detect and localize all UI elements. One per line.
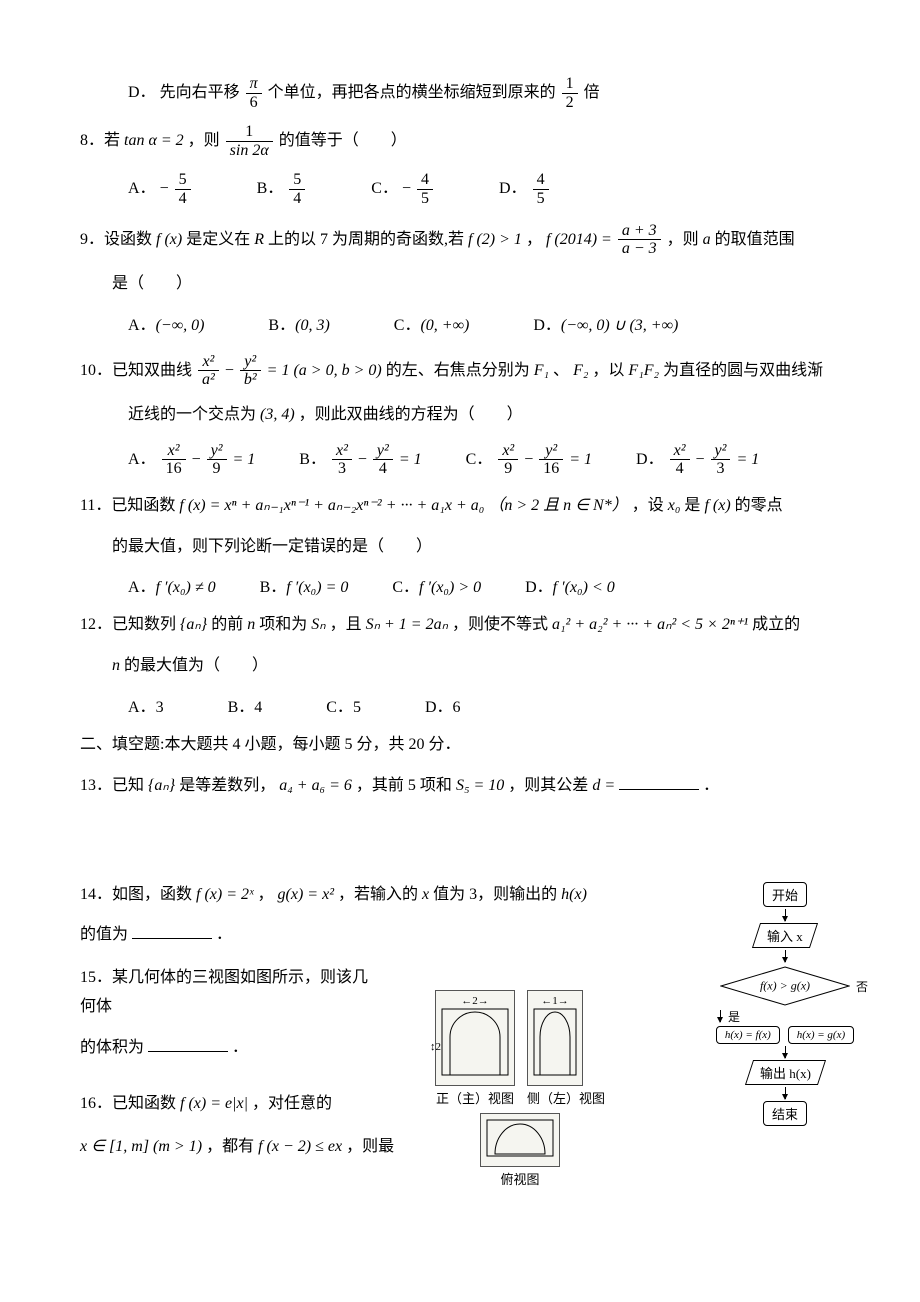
text: 先向右平移 xyxy=(160,84,240,101)
q11-opt-a: A．f ′(x₀) ≠ 0 xyxy=(128,573,216,597)
q11-options: A．f ′(x₀) ≠ 0 B．f ′(x₀) = 0 C．f ′(x₀) > … xyxy=(128,573,840,597)
q11-opt-b: B．f ′(x₀) = 0 xyxy=(260,573,349,597)
q8-options: A． − 54 B． 54 C． − 45 D． 45 xyxy=(128,171,840,207)
fc-yes-label: 是 xyxy=(728,1008,740,1025)
semicircle-icon xyxy=(485,1118,555,1158)
fraction: a + 3 a − 3 xyxy=(618,222,661,258)
fc-end: 结束 xyxy=(763,1101,807,1126)
q14-stem: 14．如图，函数 f (x) = 2ˣ ， g(x) = x² ，若输入的 x … xyxy=(80,881,700,910)
q13-stem: 13．已知 {aₙ} 是等差数列， a₄ + a₆ = 6 ，其前 5 项和 S… xyxy=(80,772,840,801)
text: 倍 xyxy=(584,84,600,101)
q7-option-d: D． 先向右平移 π 6 个单位，再把各点的横坐标缩短到原来的 1 2 倍 xyxy=(128,75,840,111)
arch-icon xyxy=(532,1007,578,1077)
q12-stem-line2: n 的最大值为（ ） xyxy=(112,652,840,681)
q11-stem: 11．已知函数 f (x) = xⁿ + aₙ₋₁xⁿ⁻¹ + aₙ₋₂xⁿ⁻²… xyxy=(80,492,840,521)
q9-stem: 9．设函数 f (x) 是定义在 R 上的以 7 为周期的奇函数,若 f (2)… xyxy=(80,222,840,258)
side-view: ←1→ 侧（左）视图 xyxy=(527,990,605,1107)
q9-options: A．(−∞, 0) B．(0, 3) C．(0, +∞) D．(−∞, 0) ∪… xyxy=(128,311,840,335)
flowchart: 开始 输入 x f(x) > g(x) 否 是 h(x) = f(x) h(x)… xyxy=(680,880,890,1128)
arrow-icon xyxy=(785,1046,786,1058)
q12-opt-d: D．6 xyxy=(425,693,461,717)
q10-opt-a: A． x²16 − y²9 = 1 xyxy=(128,442,255,478)
fc-no-label: 否 xyxy=(856,978,868,995)
q9-opt-d: D．(−∞, 0) ∪ (3, +∞) xyxy=(533,311,678,335)
q8-opt-c: C． − 45 xyxy=(371,171,435,207)
q8-stem: 8．若 tan α = 2 ，则 1 sin 2α 的值等于（ ） xyxy=(80,123,840,159)
fraction: 1 2 xyxy=(562,75,578,111)
q16-stem: 16．已知函数 f (x) = e|x| ，对任意的 xyxy=(80,1090,380,1119)
q11-stem-line2: 的最大值，则下列论断一定错误的是（ ） xyxy=(112,533,840,562)
fc-decision: f(x) > g(x) 否 xyxy=(720,966,850,1006)
q10-opt-b: B． x²3 − y²4 = 1 xyxy=(299,442,421,478)
q12-options: A．3 B．4 C．5 D．6 xyxy=(128,693,840,717)
blank-answer xyxy=(132,923,212,939)
q11-opt-c: C．f ′(x₀) > 0 xyxy=(392,573,481,597)
q12-opt-c: C．5 xyxy=(326,693,361,717)
q9-opt-c: C．(0, +∞) xyxy=(394,311,470,335)
fc-start: 开始 xyxy=(763,882,807,907)
arrow-icon xyxy=(785,909,786,921)
text: 个单位，再把各点的横坐标缩短到原来的 xyxy=(268,84,556,101)
fc-branches: h(x) = f(x) h(x) = g(x) xyxy=(680,1024,890,1046)
arch-icon xyxy=(440,1007,510,1077)
q15-stem: 15．某几何体的三视图如图所示，则该几何体 xyxy=(80,964,380,1022)
q11-opt-d: D．f ′(x₀) < 0 xyxy=(525,573,615,597)
fc-branch-no: h(x) = g(x) xyxy=(788,1026,854,1044)
q8-opt-b: B． 54 xyxy=(257,171,308,207)
top-view: 俯视图 xyxy=(380,1113,660,1188)
front-view: ←2→ ↕2 正（主）视图 xyxy=(435,990,515,1107)
q9-opt-b: B．(0, 3) xyxy=(268,311,329,335)
fraction: 1 sin 2α xyxy=(226,123,273,159)
blank-answer xyxy=(619,774,699,790)
q12-stem: 12．已知数列 {aₙ} 的前 n 项和为 Sₙ ，且 Sₙ + 1 = 2aₙ… xyxy=(80,611,840,640)
fc-input: 输入 x xyxy=(752,923,818,948)
q10-opt-d: D． x²4 − y²3 = 1 xyxy=(636,442,759,478)
q10-stem: 10．已知双曲线 x²a² − y²b² = 1 (a > 0, b > 0) … xyxy=(80,353,840,389)
q9-opt-a: A．(−∞, 0) xyxy=(128,311,204,335)
arrow-icon xyxy=(785,1087,786,1099)
q10-options: A． x²16 − y²9 = 1 B． x²3 − y²4 = 1 C． x²… xyxy=(128,442,840,478)
blank-answer xyxy=(148,1036,228,1052)
fc-branch-yes: h(x) = f(x) xyxy=(716,1026,780,1044)
text: D． xyxy=(128,84,156,101)
three-views-figure: ←2→ ↕2 正（主）视图 ←1→ 侧（左）视图 xyxy=(380,990,660,1188)
fc-output: 输出 h(x) xyxy=(744,1060,825,1085)
arrow-icon xyxy=(785,950,786,962)
q9-stem-line2: 是（ ） xyxy=(112,270,840,299)
section2-heading: 二、填空题:本大题共 4 小题，每小题 5 分，共 20 分． xyxy=(80,731,840,760)
arrow-icon xyxy=(720,1010,721,1022)
q12-opt-b: B．4 xyxy=(228,693,263,717)
q10-opt-c: C． x²9 − y²16 = 1 xyxy=(466,442,592,478)
q10-stem-line2: 近线的一个交点为 (3, 4) ，则此双曲线的方程为（ ） xyxy=(128,401,840,430)
q8-opt-a: A． − 54 xyxy=(128,171,193,207)
q12-opt-a: A．3 xyxy=(128,693,164,717)
fraction: π 6 xyxy=(246,75,262,111)
q8-opt-d: D． 45 xyxy=(499,171,551,207)
